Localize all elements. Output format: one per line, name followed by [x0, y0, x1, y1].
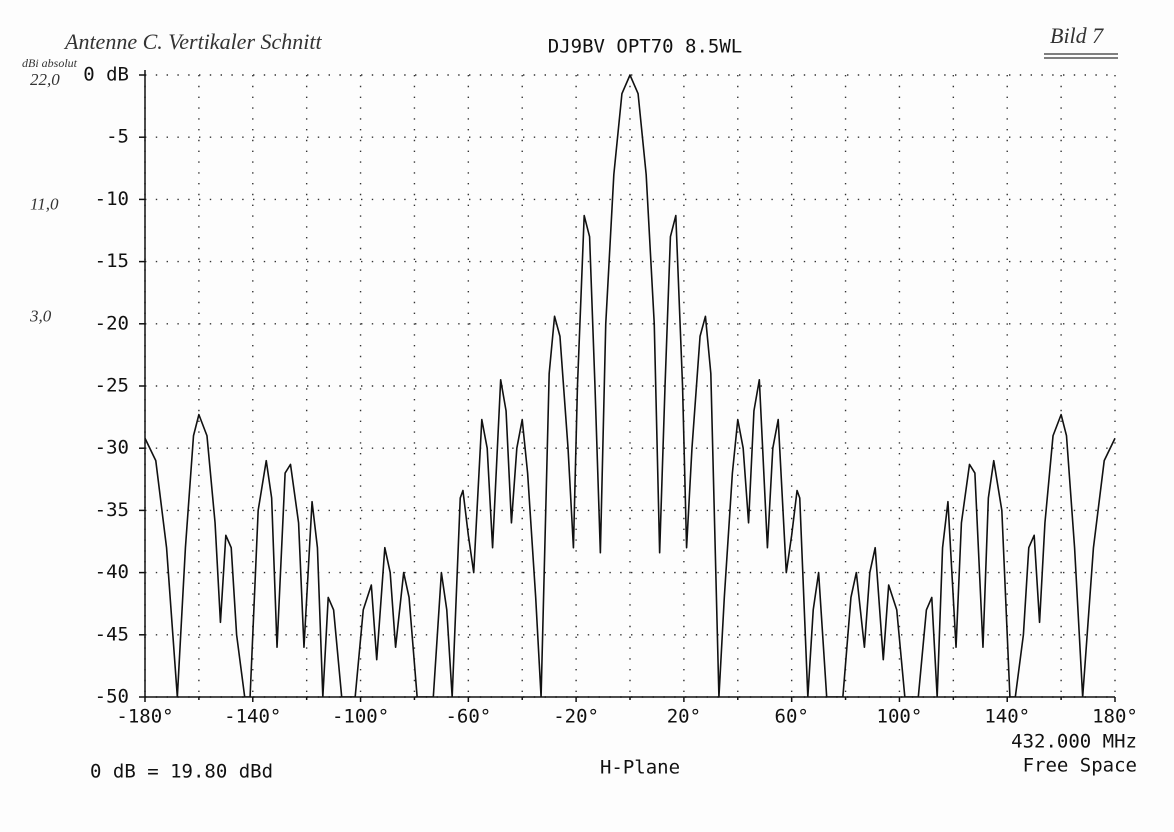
- handwritten-mark: 22,0: [30, 70, 60, 89]
- chart-subtitle: H-Plane: [600, 757, 680, 779]
- x-tick-label: 100°: [877, 706, 923, 728]
- y-tick-label: -5: [106, 126, 129, 148]
- y-tick-label: -20: [95, 312, 129, 334]
- x-tick-label: 20°: [667, 706, 701, 728]
- y-tick-label: -30: [95, 437, 129, 459]
- x-tick-label: 140°: [984, 706, 1030, 728]
- handwritten-mark: 11,0: [30, 194, 59, 213]
- y-tick-label: -45: [95, 623, 129, 645]
- x-tick-label: -20°: [553, 706, 599, 728]
- y-tick-label: 0 dB: [83, 64, 129, 86]
- y-tick-label: -25: [95, 375, 129, 397]
- environment-note: Free Space: [1023, 755, 1137, 777]
- x-tick-label: -140°: [224, 706, 281, 728]
- x-tick-label: -180°: [116, 706, 173, 728]
- handwritten-caption: Antenne C. Vertikaler Schnitt: [63, 29, 322, 54]
- y-tick-label: -15: [95, 250, 129, 272]
- y-tick-label: -50: [95, 686, 129, 708]
- frequency-note: 432.000 MHz: [1011, 731, 1137, 753]
- pattern-line: [145, 74, 1116, 697]
- y-tick-label: -10: [95, 188, 129, 210]
- x-tick-label: 180°: [1092, 706, 1138, 728]
- handwritten-unit: dBi absolut: [22, 56, 78, 70]
- y-tick-label: -40: [95, 561, 129, 583]
- x-tick-label: -100°: [332, 706, 389, 728]
- x-tick-label: -60°: [445, 706, 491, 728]
- x-tick-label: 60°: [775, 706, 809, 728]
- reference-note: 0 dB = 19.80 dBd: [90, 761, 273, 783]
- handwritten-figure: Bild 7: [1050, 23, 1104, 48]
- handwritten-mark: 3,0: [29, 306, 52, 325]
- y-tick-label: -35: [95, 499, 129, 521]
- chart-title: DJ9BV OPT70 8.5WL: [548, 36, 742, 58]
